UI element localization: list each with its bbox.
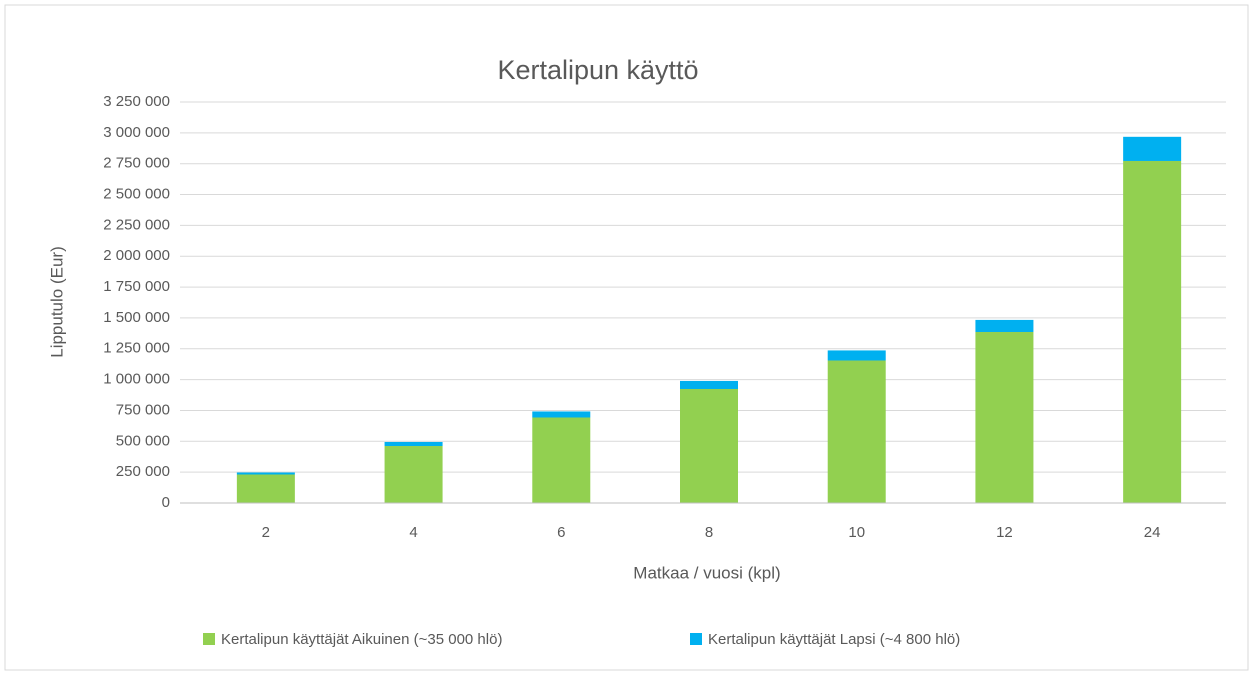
bar-segment <box>236 474 295 503</box>
y-tick-label: 1 250 000 <box>103 340 170 357</box>
bar-segment <box>384 441 443 446</box>
x-tick-label: 12 <box>996 524 1013 541</box>
x-tick-label: 2 <box>262 524 270 541</box>
y-tick-label: 750 000 <box>116 401 170 418</box>
bar-segment <box>532 411 591 418</box>
bar-segment <box>1123 160 1182 503</box>
bar-segment <box>975 319 1034 332</box>
bar-segment <box>236 472 295 475</box>
y-tick-label: 1 750 000 <box>103 278 170 295</box>
chart-frame <box>4 4 1249 671</box>
bar-segment <box>975 331 1034 503</box>
y-tick-label: 2 750 000 <box>103 155 170 172</box>
y-tick-label: 2 500 000 <box>103 186 170 203</box>
bar-segment <box>680 380 738 389</box>
x-tick-label: 4 <box>409 524 417 541</box>
x-axis-title: Matkaa / vuosi (kpl) <box>633 563 780 582</box>
bar-segment <box>384 445 443 503</box>
bar-segment <box>827 350 886 361</box>
y-tick-label: 2 250 000 <box>103 216 170 233</box>
y-tick-label: 250 000 <box>116 463 170 480</box>
x-tick-label: 10 <box>848 524 865 541</box>
bar-segment <box>680 388 738 503</box>
legend-label: Kertalipun käyttäjät Lapsi (~4 800 hlö) <box>708 631 960 648</box>
bar-segment <box>827 360 886 503</box>
y-tick-label: 1 500 000 <box>103 309 170 326</box>
legend-swatch <box>690 633 702 645</box>
y-tick-label: 2 000 000 <box>103 247 170 264</box>
y-tick-label: 0 <box>162 494 170 511</box>
legend-swatch <box>203 633 215 645</box>
x-tick-label: 8 <box>705 524 713 541</box>
y-tick-label: 3 000 000 <box>103 124 170 141</box>
x-tick-label: 24 <box>1144 524 1161 541</box>
legend-label: Kertalipun käyttäjät Aikuinen (~35 000 h… <box>221 631 502 648</box>
chart-title: Kertalipun käyttö <box>497 55 698 85</box>
y-axis-title: Lipputulo (Eur) <box>47 246 66 358</box>
bar-segment <box>532 417 591 503</box>
bar-segment <box>1123 136 1182 161</box>
x-tick-label: 6 <box>557 524 565 541</box>
y-tick-label: 1 000 000 <box>103 371 170 388</box>
y-tick-label: 500 000 <box>116 432 170 449</box>
y-tick-label: 3 250 000 <box>103 93 170 110</box>
